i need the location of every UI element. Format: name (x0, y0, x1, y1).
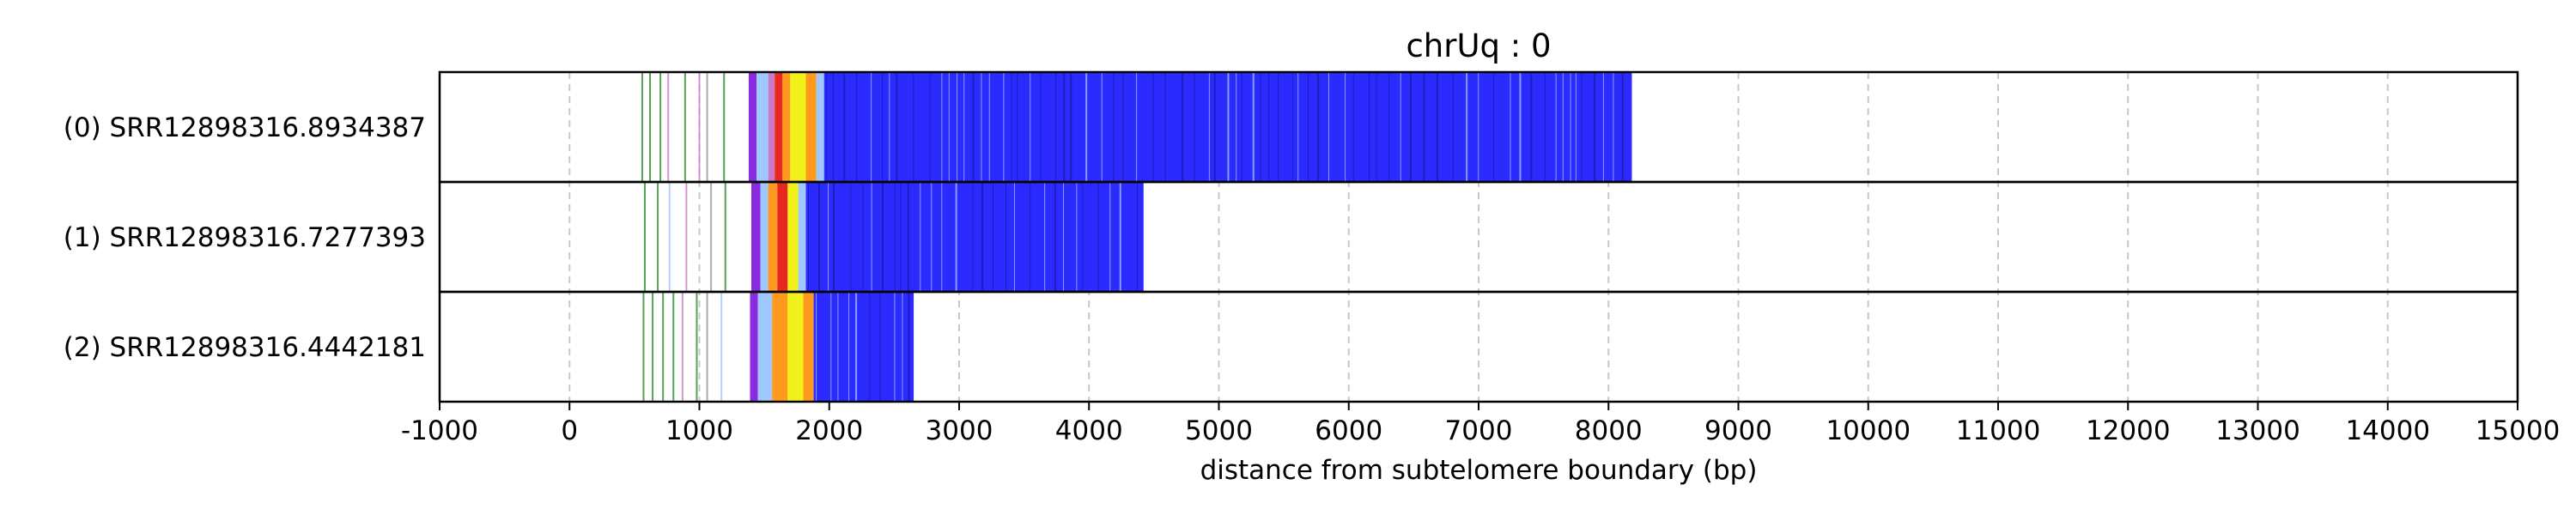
x-tick-label: 14000 (2345, 415, 2430, 446)
read-segment (790, 72, 806, 182)
read-segment (748, 72, 757, 182)
read-row (643, 182, 1144, 292)
read-segment (805, 72, 817, 182)
x-tick-label: 2000 (795, 415, 863, 446)
read-segment (782, 72, 791, 182)
read-segment (775, 72, 783, 182)
read-segment (768, 182, 778, 292)
read-segment (772, 292, 788, 402)
chart-title: chrUq : 0 (1406, 27, 1551, 64)
x-tick-label: 3000 (926, 415, 993, 446)
read-segment (813, 292, 914, 402)
read-segment (760, 182, 769, 292)
x-tick-label: 8000 (1575, 415, 1643, 446)
read-segment (750, 292, 758, 402)
x-tick-label: 13000 (2215, 415, 2300, 446)
read-segment (777, 182, 788, 292)
read-segment (816, 72, 824, 182)
x-tick-label: 1000 (665, 415, 733, 446)
read-label: (2) SRR12898316.4442181 (64, 332, 426, 363)
x-tick-label: 9000 (1704, 415, 1772, 446)
x-tick-label: 6000 (1315, 415, 1382, 446)
read-segment (756, 72, 769, 182)
read-segment (798, 182, 806, 292)
x-tick-label: 0 (561, 415, 578, 446)
read-row (642, 292, 914, 402)
read-segment (768, 72, 775, 182)
read-segment (787, 292, 804, 402)
x-ticks: -1000 0 1000 2000 3000 4000 5000 6000 7000 8000 90… (401, 402, 2560, 446)
x-tick-label: 15000 (2476, 415, 2561, 446)
x-tick-label: 5000 (1185, 415, 1253, 446)
x-tick-label: 7000 (1445, 415, 1513, 446)
read-segment (805, 182, 1144, 292)
row-labels: (0) SRR12898316.8934387 (1) SRR12898316.7… (64, 112, 426, 363)
x-tick-label: 10000 (1826, 415, 1911, 446)
x-tick-label: 4000 (1055, 415, 1123, 446)
x-tick-label: 12000 (2086, 415, 2171, 446)
read-segment (803, 292, 814, 402)
x-tick-label: -1000 (401, 415, 478, 446)
x-tick-label: 11000 (1956, 415, 2041, 446)
read-segment (757, 292, 773, 402)
read-label: (1) SRR12898316.7277393 (64, 222, 426, 253)
read-row (641, 72, 1632, 182)
read-rows (641, 72, 1632, 402)
read-segment (751, 182, 761, 292)
read-label: (0) SRR12898316.8934387 (64, 112, 426, 143)
read-segment (787, 182, 799, 292)
x-axis-label: distance from subtelomere boundary (bp) (1200, 455, 1758, 486)
